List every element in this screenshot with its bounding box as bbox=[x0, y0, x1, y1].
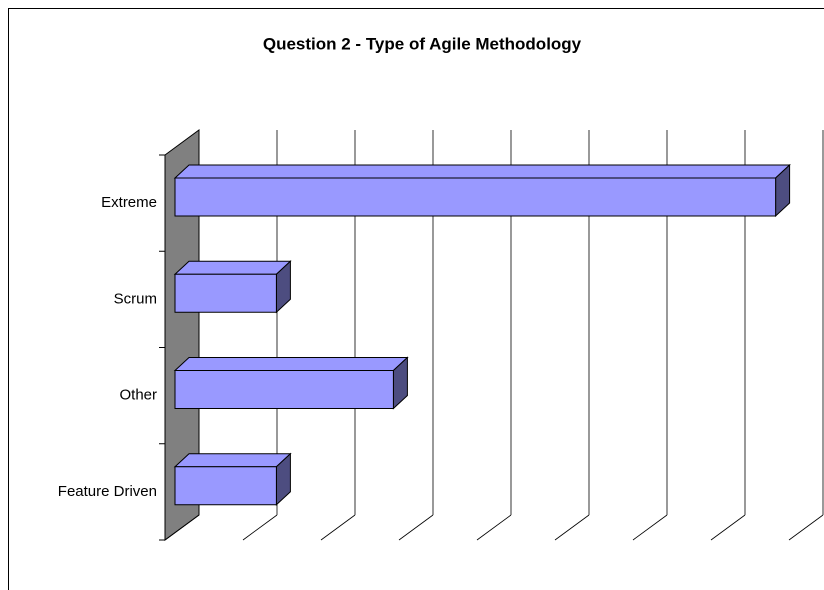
bar-top bbox=[173, 357, 409, 371]
floor-grid-line bbox=[632, 514, 668, 541]
bar-top bbox=[173, 164, 791, 179]
floor-grid-line bbox=[398, 514, 434, 541]
floor-grid-line bbox=[710, 514, 746, 541]
y-tick-label: Extreme bbox=[101, 194, 157, 211]
floor-grid-line bbox=[164, 514, 200, 541]
bar bbox=[174, 273, 277, 313]
floor-grid-line bbox=[320, 514, 356, 541]
floor-grid-line bbox=[788, 514, 824, 541]
floor-grid-line bbox=[476, 514, 512, 541]
y-tick-label: Feature Driven bbox=[58, 483, 157, 500]
y-tick-label: Other bbox=[119, 387, 157, 404]
bar bbox=[174, 466, 277, 506]
chart-title: Question 2 - Type of Agile Methodology bbox=[263, 34, 582, 53]
y-tick-label: Scrum bbox=[114, 290, 157, 307]
bar bbox=[174, 177, 777, 217]
bar bbox=[174, 370, 394, 409]
floor-grid-line bbox=[242, 514, 278, 541]
bar-top bbox=[173, 453, 292, 468]
floor-grid-line bbox=[554, 514, 590, 541]
bar-top bbox=[173, 260, 292, 275]
